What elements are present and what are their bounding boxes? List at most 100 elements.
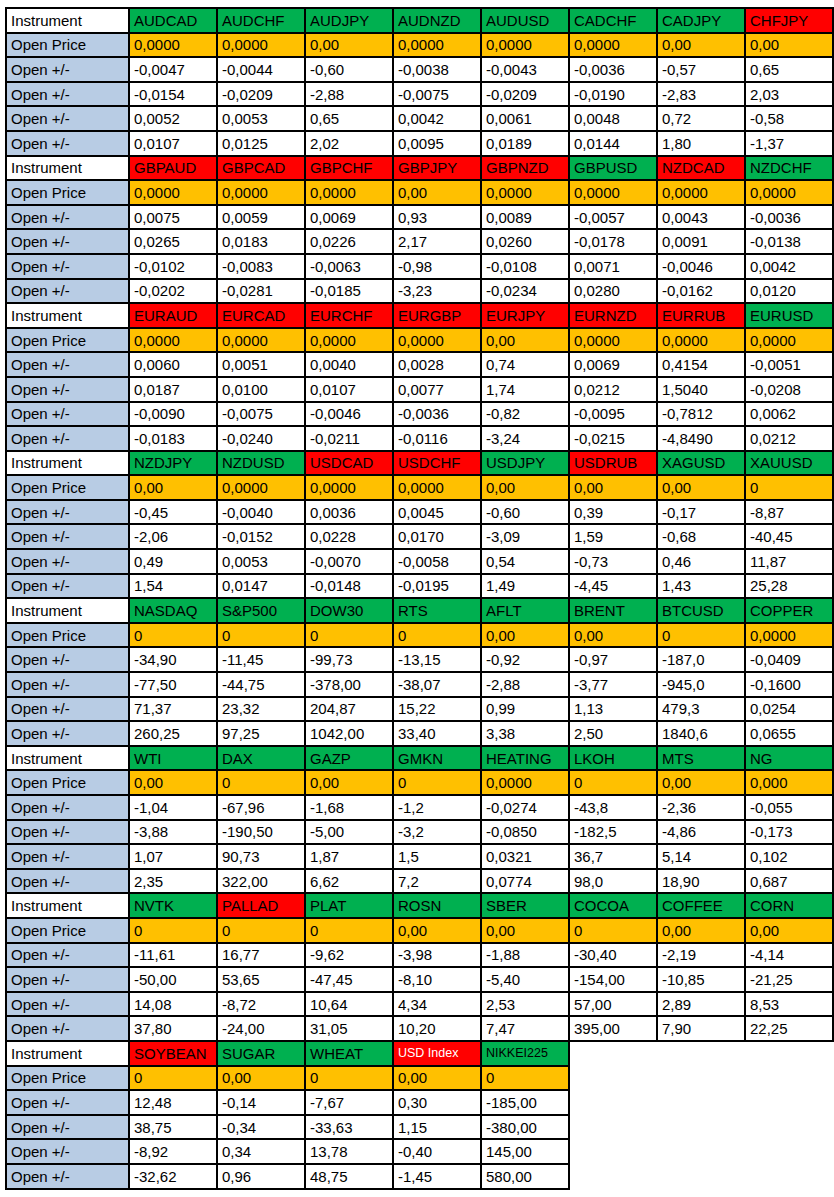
open-change-EURJPY-4[interactable]: -3,24 xyxy=(481,426,569,451)
instrument-header-CADJPY[interactable]: CADJPY xyxy=(657,8,745,33)
open-change-NVTK-3[interactable]: 14,08 xyxy=(129,992,217,1017)
instrument-header-GMKN[interactable]: GMKN xyxy=(393,746,481,771)
open-price-LKOH[interactable]: 0 xyxy=(569,770,657,795)
open-price-BTCUSD[interactable]: 0 xyxy=(657,623,745,648)
row-label-open-change[interactable]: Open +/- xyxy=(6,992,129,1017)
open-change-EURRUB-1[interactable]: 0,4154 xyxy=(657,352,745,377)
instrument-header-AUDJPY[interactable]: AUDJPY xyxy=(305,8,393,33)
instrument-header-NZDJPY[interactable]: NZDJPY xyxy=(129,451,217,476)
open-change-CADJPY-3[interactable]: 0,72 xyxy=(657,106,745,131)
open-change-RTS-4[interactable]: 33,40 xyxy=(393,721,481,746)
open-change-DOW30-2[interactable]: -378,00 xyxy=(305,672,393,697)
open-change-SUGAR-4[interactable]: 0,96 xyxy=(217,1164,305,1189)
open-change-CADCHF-4[interactable]: 0,0144 xyxy=(569,131,657,156)
open-change-AUDCAD-2[interactable]: -0,0154 xyxy=(129,82,217,107)
instrument-header-NVTK[interactable]: NVTK xyxy=(129,893,217,918)
row-label-open-change[interactable]: Open +/- xyxy=(6,844,129,869)
open-change-AUDUSD-4[interactable]: 0,0189 xyxy=(481,131,569,156)
instrument-header-XAUUSD[interactable]: XAUUSD xyxy=(745,451,833,476)
instrument-header-BTCUSD[interactable]: BTCUSD xyxy=(657,598,745,623)
open-change-AUDJPY-2[interactable]: -2,88 xyxy=(305,82,393,107)
open-price-GBPUSD[interactable]: 0,0000 xyxy=(569,180,657,205)
open-change-GBPAUD-3[interactable]: -0,0102 xyxy=(129,254,217,279)
instrument-header-AUDNZD[interactable]: AUDNZD xyxy=(393,8,481,33)
instrument-header-S-P500[interactable]: S&P500 xyxy=(217,598,305,623)
open-change-GAZP-4[interactable]: 6,62 xyxy=(305,869,393,894)
instrument-header-EURCAD[interactable]: EURCAD xyxy=(217,303,305,328)
open-change-BTCUSD-1[interactable]: -187,0 xyxy=(657,647,745,672)
open-price-COPPER[interactable]: 0,0000 xyxy=(745,623,833,648)
open-change-HEATING-2[interactable]: -0,0850 xyxy=(481,820,569,845)
open-change-AUDCAD-1[interactable]: -0,0047 xyxy=(129,57,217,82)
open-change-NG-3[interactable]: 0,102 xyxy=(745,844,833,869)
open-change-NZDCHF-2[interactable]: -0,0138 xyxy=(745,229,833,254)
row-label-open-change[interactable]: Open +/- xyxy=(6,500,129,525)
open-change-USDCAD-1[interactable]: 0,0036 xyxy=(305,500,393,525)
row-label-instrument[interactable]: Instrument xyxy=(6,598,129,623)
open-change-GBPNZD-4[interactable]: -0,0234 xyxy=(481,279,569,304)
open-change-GBPCAD-3[interactable]: -0,0083 xyxy=(217,254,305,279)
open-change-GBPAUD-1[interactable]: 0,0075 xyxy=(129,205,217,230)
open-price-RTS[interactable]: 0 xyxy=(393,623,481,648)
open-price-NZDUSD[interactable]: 0,0000 xyxy=(217,475,305,500)
open-change-GBPUSD-4[interactable]: 0,0280 xyxy=(569,279,657,304)
open-change-AUDUSD-1[interactable]: -0,0043 xyxy=(481,57,569,82)
open-change-COCOA-4[interactable]: 395,00 xyxy=(569,1016,657,1041)
open-change-XAGUSD-4[interactable]: 1,43 xyxy=(657,574,745,599)
open-change-USD-Index-1[interactable]: 0,30 xyxy=(393,1090,481,1115)
open-price-WHEAT[interactable]: 0 xyxy=(305,1066,393,1091)
open-change-GBPAUD-4[interactable]: -0,0202 xyxy=(129,279,217,304)
open-change-NZDCAD-3[interactable]: -0,0046 xyxy=(657,254,745,279)
open-change-GBPCHF-4[interactable]: -0,0185 xyxy=(305,279,393,304)
open-change-BRENT-1[interactable]: -0,97 xyxy=(569,647,657,672)
open-change-LKOH-2[interactable]: -182,5 xyxy=(569,820,657,845)
open-price-PALLAD[interactable]: 0 xyxy=(217,918,305,943)
instrument-header-WHEAT[interactable]: WHEAT xyxy=(305,1041,393,1066)
open-change-RTS-1[interactable]: -13,15 xyxy=(393,647,481,672)
instrument-header-NIKKEI225[interactable]: NIKKEI225 xyxy=(481,1041,569,1066)
open-change-WHEAT-3[interactable]: 13,78 xyxy=(305,1139,393,1164)
open-price-CORN[interactable]: 0,00 xyxy=(745,918,833,943)
open-change-USDJPY-2[interactable]: -3,09 xyxy=(481,524,569,549)
open-change-GBPCHF-2[interactable]: 0,0226 xyxy=(305,229,393,254)
open-change-WTI-2[interactable]: -3,88 xyxy=(129,820,217,845)
open-change-AUDCHF-1[interactable]: -0,0044 xyxy=(217,57,305,82)
row-label-open-price[interactable]: Open Price xyxy=(6,1066,129,1091)
open-change-AUDCHF-4[interactable]: 0,0125 xyxy=(217,131,305,156)
open-change-DAX-4[interactable]: 322,00 xyxy=(217,869,305,894)
open-change-EURCHF-4[interactable]: -0,0211 xyxy=(305,426,393,451)
instrument-header-ROSN[interactable]: ROSN xyxy=(393,893,481,918)
row-label-open-change[interactable]: Open +/- xyxy=(6,352,129,377)
open-change-NG-4[interactable]: 0,687 xyxy=(745,869,833,894)
row-label-open-price[interactable]: Open Price xyxy=(6,475,129,500)
open-change-AUDCHF-3[interactable]: 0,0053 xyxy=(217,106,305,131)
open-change-EURNZD-1[interactable]: 0,0069 xyxy=(569,352,657,377)
open-price-EURJPY[interactable]: 0,00 xyxy=(481,328,569,353)
open-change-XAGUSD-3[interactable]: 0,46 xyxy=(657,549,745,574)
open-change-PLAT-1[interactable]: -9,62 xyxy=(305,943,393,968)
open-change-NZDCHF-3[interactable]: 0,0042 xyxy=(745,254,833,279)
open-change-S-P500-3[interactable]: 23,32 xyxy=(217,697,305,722)
open-price-MTS[interactable]: 0,00 xyxy=(657,770,745,795)
row-label-open-change[interactable]: Open +/- xyxy=(6,943,129,968)
open-price-WTI[interactable]: 0,00 xyxy=(129,770,217,795)
instrument-header-GBPCHF[interactable]: GBPCHF xyxy=(305,156,393,181)
open-change-GMKN-2[interactable]: -3,2 xyxy=(393,820,481,845)
open-change-EURJPY-2[interactable]: 1,74 xyxy=(481,377,569,402)
row-label-instrument[interactable]: Instrument xyxy=(6,8,129,33)
instrument-header-GBPNZD[interactable]: GBPNZD xyxy=(481,156,569,181)
open-change-EURGBP-4[interactable]: -0,0116 xyxy=(393,426,481,451)
open-change-NVTK-2[interactable]: -50,00 xyxy=(129,967,217,992)
open-change-AFLT-4[interactable]: 3,38 xyxy=(481,721,569,746)
open-change-DAX-2[interactable]: -190,50 xyxy=(217,820,305,845)
open-change-NVTK-4[interactable]: 37,80 xyxy=(129,1016,217,1041)
open-change-USDRUB-3[interactable]: -0,73 xyxy=(569,549,657,574)
open-price-EURRUB[interactable]: 0,0000 xyxy=(657,328,745,353)
open-price-S-P500[interactable]: 0 xyxy=(217,623,305,648)
open-change-NZDCAD-1[interactable]: 0,0043 xyxy=(657,205,745,230)
open-price-USDCAD[interactable]: 0,0000 xyxy=(305,475,393,500)
open-change-SOYBEAN-3[interactable]: -8,92 xyxy=(129,1139,217,1164)
instrument-header-AUDCHF[interactable]: AUDCHF xyxy=(217,8,305,33)
open-change-NVTK-1[interactable]: -11,61 xyxy=(129,943,217,968)
open-change-USDCHF-3[interactable]: -0,0058 xyxy=(393,549,481,574)
